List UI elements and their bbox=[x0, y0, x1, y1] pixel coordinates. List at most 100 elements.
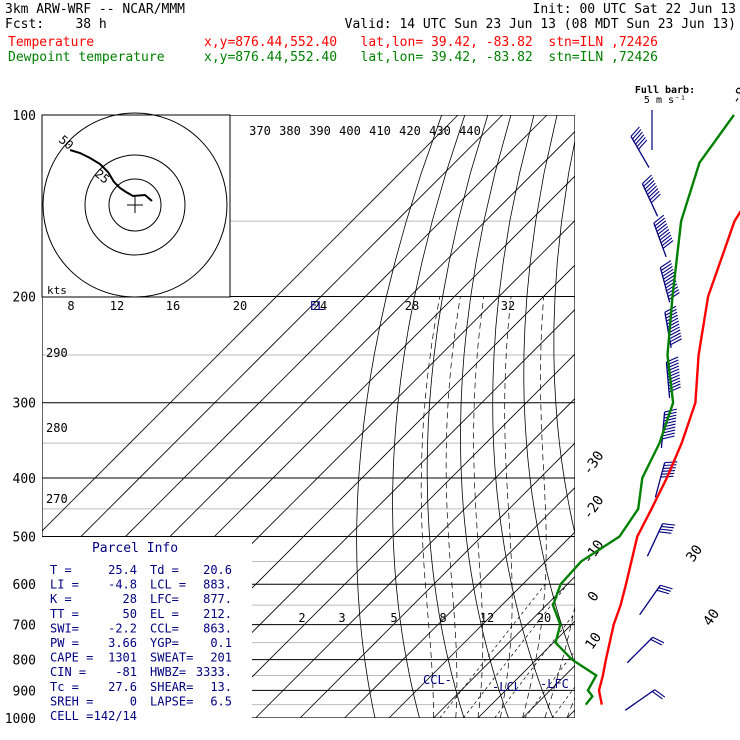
wind-barb-flag bbox=[656, 223, 668, 232]
parcel-info-label: PW = bbox=[50, 636, 79, 650]
theta-label: 390 bbox=[309, 124, 331, 138]
wind-barb-flag bbox=[660, 260, 672, 269]
mixing-ratio-line bbox=[494, 612, 575, 718]
parcel-info-label: SHEAR= bbox=[150, 680, 193, 694]
moist-adiabat-line bbox=[445, 296, 461, 718]
wind-barb-flag bbox=[630, 126, 640, 137]
pressure-tick-label: 500 bbox=[13, 530, 36, 545]
wind-barb bbox=[639, 584, 673, 616]
wind-barb-flag bbox=[669, 335, 682, 343]
mixing-ratio-label: 24 bbox=[313, 299, 327, 313]
valid-time: Valid: 14 UTC Sun 23 Jun 13 (08 MDT Sun … bbox=[344, 17, 736, 32]
parcel-info-value: -81 bbox=[115, 665, 137, 679]
wind-barb bbox=[630, 126, 650, 168]
wind-barb-flag bbox=[662, 435, 675, 440]
model-title: 3km ARW-WRF -- NCAR/MMM bbox=[5, 2, 186, 17]
dewpoint-legend: Dewpoint temperature bbox=[8, 50, 165, 65]
wind-barb-flag bbox=[662, 268, 674, 277]
wind-barb-flag bbox=[659, 231, 671, 241]
isotherm-line bbox=[299, 442, 575, 718]
wind-barb-shaft bbox=[646, 523, 664, 557]
wind-barb-flag bbox=[662, 429, 676, 434]
isotherm-line bbox=[42, 115, 459, 532]
isotherm-label: 0 bbox=[585, 589, 603, 605]
parcel-info-value: 0.1 bbox=[210, 636, 232, 650]
dewpoint-station-info: x,y=876.44,552.40 lat,lon= 39.42, -83.82… bbox=[204, 50, 658, 65]
wind-barb-flag bbox=[655, 220, 667, 230]
wind-barb-flag bbox=[657, 226, 669, 235]
wind-barb-flag bbox=[666, 317, 679, 325]
parcel-info-label: Td = bbox=[150, 563, 179, 577]
parcel-info-label: LFC= bbox=[150, 592, 179, 606]
wind-barb-flag bbox=[656, 589, 670, 595]
mixing-ratio-label: 12 bbox=[480, 611, 494, 625]
mixing-ratio-label: 8 bbox=[439, 611, 446, 625]
wind-barb-shaft bbox=[639, 584, 661, 616]
parcel-info-label: SWEAT= bbox=[150, 651, 193, 665]
wind-barb-flag bbox=[654, 217, 666, 227]
parcel-info-value: 13. bbox=[210, 680, 232, 694]
dry-adiabat-line bbox=[492, 115, 554, 718]
wind-barb-flag bbox=[663, 464, 677, 467]
wind-barb bbox=[624, 689, 666, 711]
parcel-info-label: SWI= bbox=[50, 621, 79, 635]
wind-barb-flag bbox=[670, 338, 682, 346]
parcel-info-value: 1301 bbox=[108, 651, 137, 665]
theta-label: 410 bbox=[369, 124, 391, 138]
wind-barb-flag bbox=[660, 584, 673, 590]
hodograph-trace bbox=[69, 149, 153, 202]
theta-label: 380 bbox=[279, 124, 301, 138]
mixing-ratio-line bbox=[524, 650, 575, 718]
wind-barb-flag bbox=[666, 314, 678, 322]
theta-label: 430 bbox=[429, 124, 451, 138]
theta-label: 440 bbox=[459, 124, 481, 138]
mixing-ratio-label: 20 bbox=[233, 299, 247, 313]
init-time: Init: 00 UTC Sat 22 Jun 13 bbox=[532, 2, 737, 17]
wind-barb-flag bbox=[667, 320, 679, 328]
parcel-info-value: 142/14 bbox=[94, 709, 137, 723]
dry-adiabat-line bbox=[665, 115, 740, 718]
mixing-ratio-label: 2 bbox=[298, 611, 305, 625]
hodograph-box bbox=[41, 114, 231, 298]
theta-label: 280 bbox=[46, 421, 68, 435]
parcel-info-title: Parcel Info bbox=[92, 541, 178, 556]
pressure-tick-label: 900 bbox=[13, 684, 36, 699]
theta-label: 290 bbox=[46, 346, 68, 360]
wind-barb-flag bbox=[653, 214, 665, 224]
pressure-tick-label: 700 bbox=[13, 619, 36, 634]
parcel-info-value: -4.8 bbox=[108, 578, 137, 592]
temperature-station-info: x,y=876.44,552.40 lat,lon= 39.42, -83.82… bbox=[204, 35, 658, 50]
el-label: EL bbox=[310, 299, 324, 313]
wind-barb-flag bbox=[652, 636, 665, 644]
wind-barb-flag bbox=[662, 240, 674, 249]
parcel-info-label: TT = bbox=[50, 607, 79, 621]
parcel-info-label: CELL = bbox=[50, 709, 93, 723]
moist-adiabat-line bbox=[634, 297, 740, 719]
hodograph-units-label: kts bbox=[47, 284, 67, 297]
wind-barb-flag bbox=[651, 690, 663, 700]
wind-barb-flag bbox=[669, 332, 681, 340]
isotherm-line bbox=[344, 486, 575, 718]
dry-adiabat-line bbox=[356, 115, 443, 718]
wind-barb-flag bbox=[648, 188, 659, 198]
parcel-info-label: CAPE = bbox=[50, 651, 93, 665]
series-temperature bbox=[597, 210, 740, 705]
hodograph-ring bbox=[108, 178, 162, 232]
isotherm-line bbox=[433, 575, 575, 718]
parcel-info-value: 28 bbox=[123, 592, 137, 606]
pressure-tick-label: 600 bbox=[13, 578, 36, 593]
wind-barb-flag bbox=[649, 190, 660, 201]
parcel-info-value: 20.6 bbox=[203, 563, 232, 577]
wind-barb-flag bbox=[662, 523, 676, 526]
isotherm-label: 30 bbox=[683, 542, 706, 565]
hodograph-ring bbox=[42, 112, 228, 298]
parcel-info-value: 0 bbox=[130, 694, 137, 708]
theta-label: 270 bbox=[46, 492, 68, 506]
wind-barb-flag bbox=[661, 265, 673, 274]
wind-barb-flag bbox=[660, 234, 672, 244]
mixing-ratio-line bbox=[623, 584, 718, 718]
wind-barb-flag bbox=[664, 461, 678, 464]
wind-barb-flag bbox=[658, 228, 670, 238]
parcel-info-label: HWBZ= bbox=[150, 665, 186, 679]
